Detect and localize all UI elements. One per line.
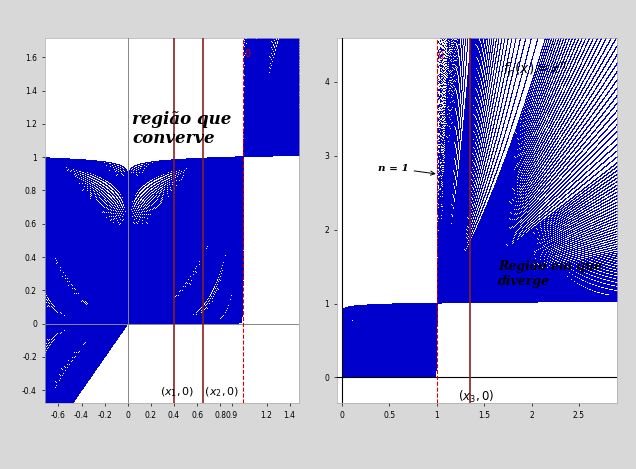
Text: 0: 0 (245, 49, 251, 59)
Text: 0: 0 (438, 51, 444, 61)
Text: $(x_1,0)$   $(x_2,0)$: $(x_1,0)$ $(x_2,0)$ (160, 385, 240, 399)
Text: $(x_3,0)$: $(x_3,0)$ (457, 389, 494, 405)
Text: Região em que
diverge: Região em que diverge (499, 260, 602, 288)
Text: n = 1: n = 1 (378, 164, 435, 175)
Text: $f_{n}(x) = x^{n}$: $f_{n}(x) = x^{n}$ (503, 61, 567, 79)
Text: região que
converve: região que converve (132, 111, 232, 147)
